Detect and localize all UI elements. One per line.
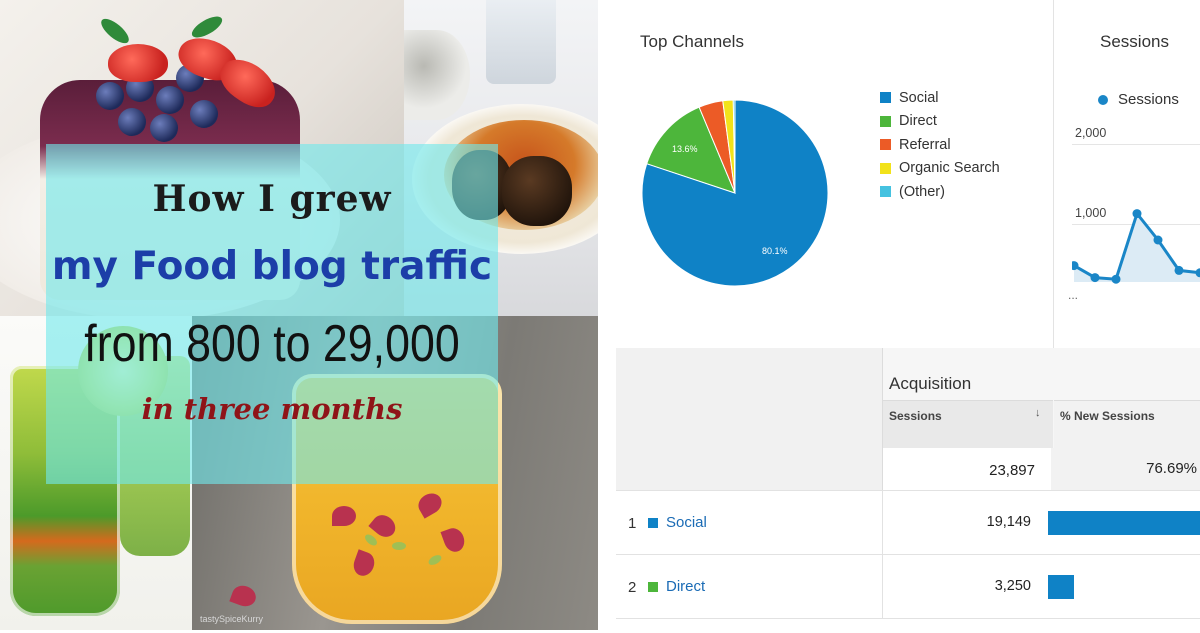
sessions-point [1091, 273, 1100, 282]
totals-row: 23,897 76.69% [882, 448, 1200, 490]
axis-ellipsis: ... [1068, 288, 1078, 302]
legend-label: (Other) [899, 184, 945, 200]
sessions-point [1112, 275, 1121, 284]
pistachio [392, 542, 406, 550]
pie-label-direct: 13.6% [672, 144, 698, 154]
total-new-sessions: 76.69% [1051, 448, 1200, 490]
sessions-card: Sessions Sessions 2,000 1,000 ... [1053, 0, 1200, 348]
analytics-dashboard: Top Channels 80.1% 13.6% Social Direct R… [598, 0, 1200, 630]
column-header-sessions[interactable]: Sessions ↓ [883, 400, 1053, 449]
row-sessions: 19,149 [987, 514, 1031, 530]
top-channels-pie: 80.1% 13.6% [640, 98, 830, 288]
blueberry [96, 82, 124, 110]
mint-leaf [97, 15, 132, 48]
table-row [616, 618, 1200, 633]
sessions-point [1133, 209, 1142, 218]
title-line-1: How I grew [46, 178, 498, 220]
acquisition-title: Acquisition [889, 374, 971, 394]
title-line-2: my Food blog traffic [46, 244, 498, 289]
column-header-new-sessions[interactable]: % New Sessions [1054, 400, 1200, 449]
sessions-bar [1048, 575, 1074, 599]
legend-item-direct: Direct [880, 110, 1000, 134]
top-channels-card: Top Channels 80.1% 13.6% Social Direct R… [598, 0, 1200, 348]
sessions-legend: Sessions [1098, 91, 1179, 108]
column-label: Sessions [889, 409, 942, 423]
row-rank: 2 [628, 579, 636, 596]
strawberry [108, 44, 168, 82]
sessions-legend-label: Sessions [1118, 91, 1179, 108]
sessions-point [1154, 236, 1163, 245]
sort-arrow-icon[interactable]: ↓ [1035, 407, 1041, 419]
legend-swatch [880, 92, 891, 103]
row-rank: 1 [628, 515, 636, 532]
table-row: 1 Social 19,149 [616, 490, 1200, 555]
legend-swatch [880, 163, 891, 174]
channel-link-social[interactable]: Social [666, 514, 707, 531]
photo-watermark: tastySpiceKurry [200, 614, 263, 624]
sessions-line-chart [1072, 140, 1200, 290]
date-fruit [502, 156, 572, 226]
sessions-bar [1048, 511, 1200, 535]
row-color-swatch [648, 582, 658, 592]
channel-link-direct[interactable]: Direct [666, 578, 705, 595]
sessions-title: Sessions [1100, 32, 1169, 52]
legend-swatch [880, 186, 891, 197]
pie-chart [640, 98, 830, 288]
pie-label-social: 80.1% [762, 246, 788, 256]
mint-leaf [189, 12, 225, 41]
column-label: % New Sessions [1060, 409, 1155, 423]
table-row: 2 Direct 3,250 [616, 554, 1200, 619]
total-sessions: 23,897 [989, 462, 1035, 479]
legend-item-referral: Referral [880, 133, 1000, 157]
top-channels-legend: Social Direct Referral Organic Search (O… [880, 86, 1000, 204]
rose-petal [229, 582, 258, 609]
legend-item-social: Social [880, 86, 1000, 110]
legend-label: Social [899, 90, 939, 106]
food-collage: How I grew my Food blog traffic from 800… [0, 0, 598, 630]
blueberry [156, 86, 184, 114]
blueberry [118, 108, 146, 136]
y-tick-2000: 2,000 [1075, 126, 1106, 140]
acquisition-table: Acquisition Sessions ↓ % New Sessions 23… [616, 348, 1200, 630]
top-channels-title: Top Channels [640, 32, 744, 52]
blueberry [150, 114, 178, 142]
legend-swatch [880, 116, 891, 127]
title-line-3: from 800 to 29,000 [78, 314, 467, 374]
legend-swatch [880, 139, 891, 150]
row-sessions-cell: 3,250 [882, 555, 1049, 619]
title-line-4: in three months [46, 392, 498, 426]
legend-label: Referral [899, 137, 951, 153]
rose-petal [332, 506, 356, 526]
small-bowl [404, 30, 470, 120]
legend-label: Direct [899, 113, 937, 129]
row-sessions: 3,250 [995, 578, 1031, 594]
row-color-swatch [648, 518, 658, 528]
title-overlay: How I grew my Food blog traffic from 800… [46, 144, 498, 484]
water-glass [486, 0, 556, 84]
sessions-legend-dot [1098, 95, 1108, 105]
sessions-point [1175, 266, 1184, 275]
row-sessions-cell: 19,149 [882, 491, 1049, 555]
legend-label: Organic Search [899, 160, 1000, 176]
legend-item-other: (Other) [880, 180, 1000, 204]
legend-item-organic-search: Organic Search [880, 157, 1000, 181]
blueberry [190, 100, 218, 128]
